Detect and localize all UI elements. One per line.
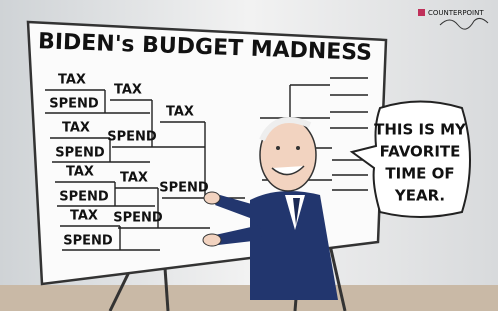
bracket-label: SPEND bbox=[59, 190, 109, 205]
bracket-label: TAX bbox=[66, 165, 94, 180]
bracket-label: SPEND bbox=[55, 146, 105, 161]
logo-text: COUNTERPOINT bbox=[428, 9, 484, 17]
speech-text: FAVORITE bbox=[380, 143, 461, 161]
speech-text: TIME OF bbox=[385, 165, 454, 183]
speech-text: THIS IS MY bbox=[374, 121, 467, 139]
bracket-label: TAX bbox=[58, 73, 86, 88]
bracket-label: TAX bbox=[70, 209, 98, 224]
bracket-label: SPEND bbox=[63, 234, 113, 249]
bracket-label: TAX bbox=[120, 171, 148, 186]
bracket-label: TAX bbox=[114, 83, 142, 98]
bracket-label: SPEND bbox=[159, 181, 209, 196]
bracket-label: SPEND bbox=[113, 211, 163, 226]
floor bbox=[0, 285, 498, 311]
bracket-label: TAX bbox=[62, 121, 90, 136]
cartoon: BIDEN's BUDGET MADNESS TAX SPEND TAX SPE… bbox=[0, 0, 498, 311]
bracket-label: SPEND bbox=[49, 97, 99, 112]
bracket-label: SPEND bbox=[107, 130, 157, 145]
bracket-label: TAX bbox=[166, 105, 194, 120]
logo-mark bbox=[418, 9, 425, 16]
speech-text: YEAR. bbox=[394, 187, 445, 205]
